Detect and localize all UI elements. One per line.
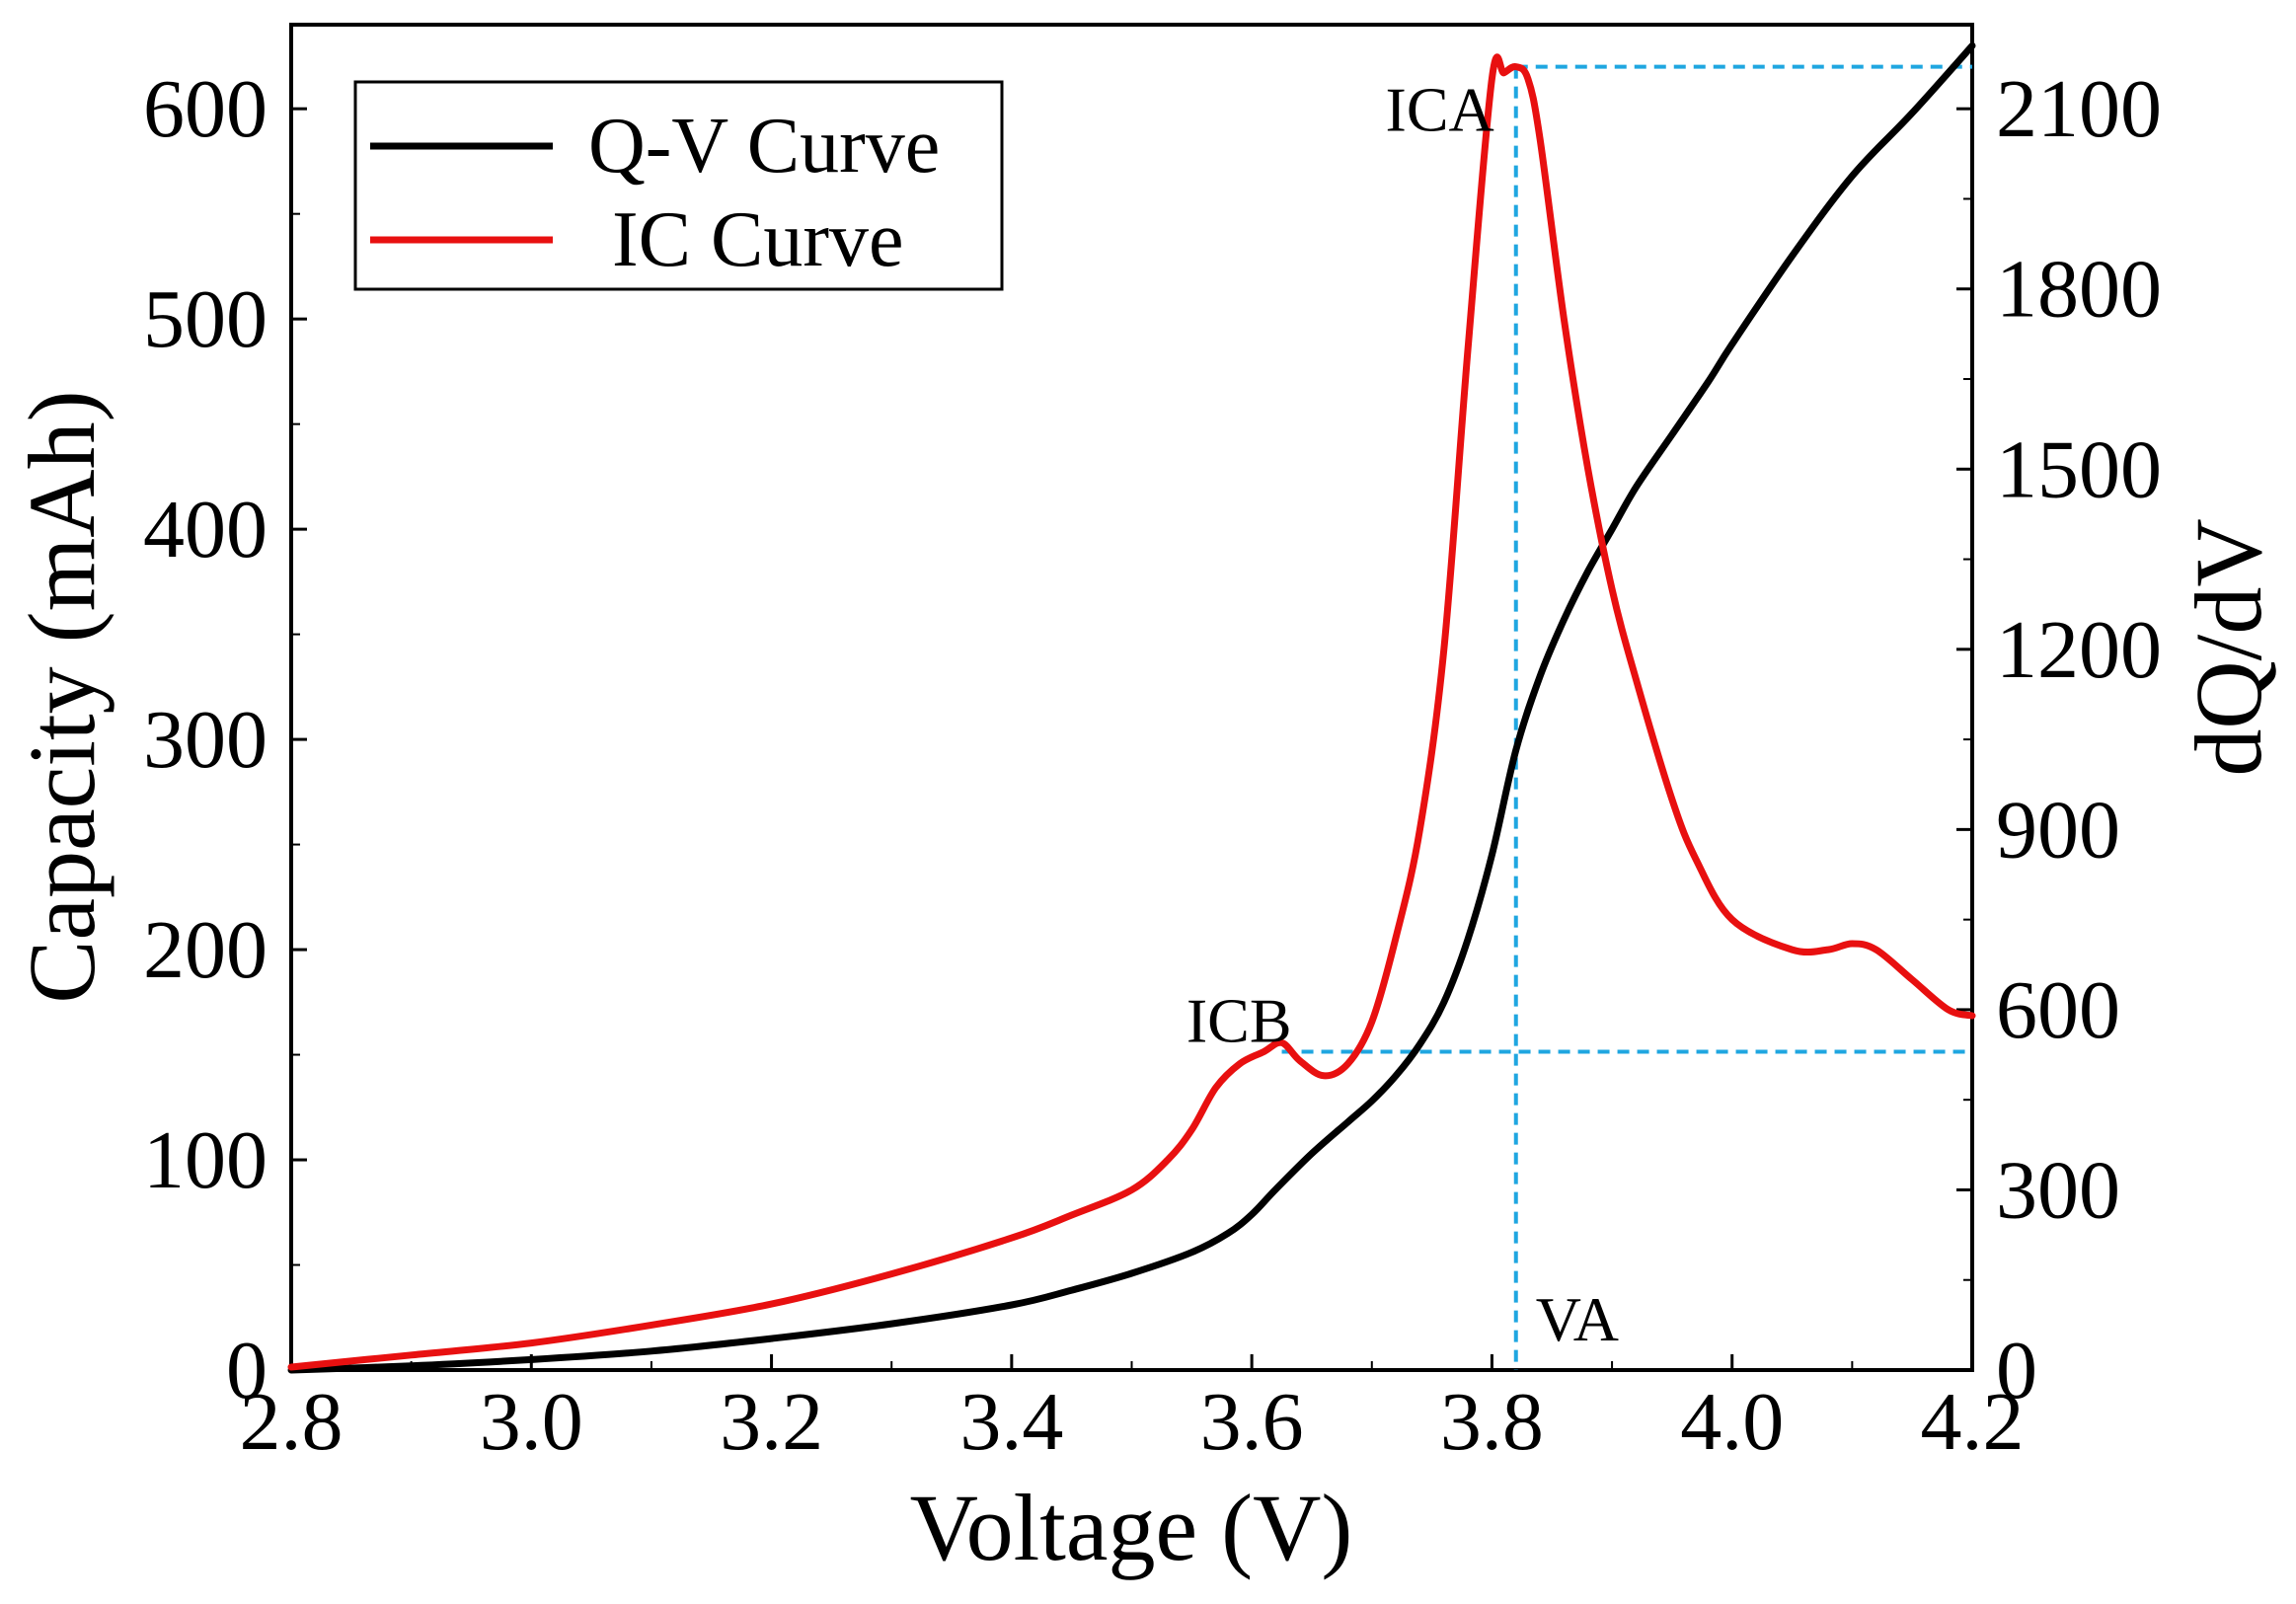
ica-annotation: ICA [1386, 75, 1494, 145]
x-tick-label: 3.8 [1440, 1376, 1544, 1468]
y-tick-label: 100 [143, 1114, 268, 1206]
y-tick-label: 600 [143, 63, 268, 155]
x-tick-label: 3.2 [720, 1376, 823, 1468]
y-tick-label: 0 [226, 1325, 268, 1416]
legend-box [353, 80, 1004, 291]
legend: Q-V Curve IC Curve [353, 80, 1004, 291]
y-tick-label: 500 [143, 273, 268, 365]
x-tick-label: 2.8 [240, 1376, 344, 1468]
y2-tick-label: 1800 [1996, 244, 2162, 336]
y2-tick-label: 600 [1996, 964, 2120, 1056]
y2-tick-label: 1500 [1996, 423, 2162, 515]
y2-tick-label: 0 [1996, 1325, 2037, 1416]
y-tick-label: 200 [143, 904, 268, 996]
reference-lines [1281, 64, 1972, 1370]
icb-annotation: ICB [1186, 986, 1292, 1056]
qv-curve-line [287, 41, 1976, 1374]
y2-tick-label: 1200 [1996, 604, 2162, 696]
x-tick-label: 3.0 [480, 1376, 583, 1468]
va-annotation: VA [1536, 1284, 1619, 1354]
y-tick-label: 300 [143, 694, 268, 786]
x-tick-label: 4.2 [1921, 1376, 2025, 1468]
y2-tick-label: 2100 [1996, 63, 2162, 155]
x-axis-title: Voltage (V) [910, 1475, 1353, 1580]
x-tick-label: 3.6 [1200, 1376, 1304, 1468]
y2-axis-title: dQ/dV [2176, 518, 2281, 776]
y-axis-left: 0 100 200 300 400 500 600 [143, 63, 307, 1416]
ic-curve-line [287, 53, 1976, 1371]
x-axis: 2.8 3.0 3.2 3.4 3.6 3.8 4.0 4.2 [240, 1354, 2025, 1468]
y-axis-right: 0 300 600 900 1200 1500 1800 2100 [1956, 63, 2162, 1416]
series-group [287, 41, 1976, 1374]
x-tick-label: 3.4 [959, 1376, 1063, 1468]
legend-label-qv: Q-V Curve [588, 103, 940, 190]
legend-label-ic: IC Curve [612, 196, 904, 283]
y-tick-label: 400 [143, 484, 268, 575]
x-tick-label: 4.0 [1680, 1376, 1784, 1468]
y-axis-title: Capacity (mAh) [9, 390, 115, 1003]
y2-tick-label: 900 [1996, 784, 2120, 876]
y2-tick-label: 300 [1996, 1144, 2120, 1236]
